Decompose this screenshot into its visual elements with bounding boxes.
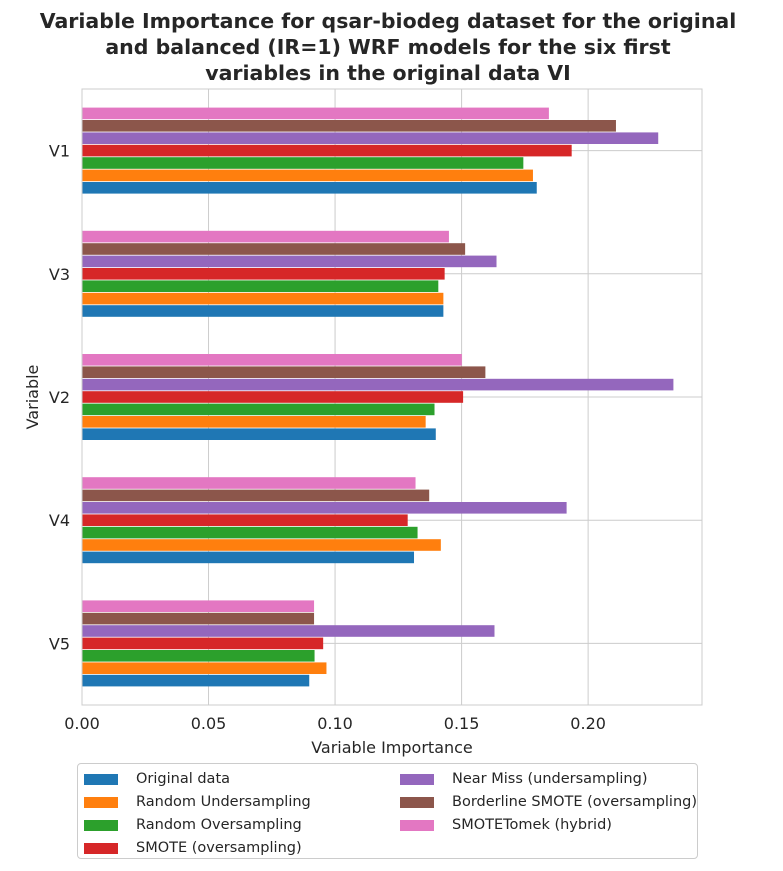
legend-label: SMOTE (oversampling) xyxy=(136,840,302,856)
x-axis-label: Variable Importance xyxy=(311,738,473,757)
bar-v3-series-1 xyxy=(82,292,444,305)
bar-v3-series-6 xyxy=(82,230,449,243)
bar-v3-series-3 xyxy=(82,268,445,280)
bar-v1-series-6 xyxy=(82,107,549,120)
plot-frame xyxy=(81,88,703,706)
bar-v5-series-6 xyxy=(82,600,315,612)
legend-item: SMOTE (oversampling) xyxy=(84,838,302,858)
x-tick-label: 0.15 xyxy=(444,714,480,733)
bar-v1-series-0 xyxy=(82,182,537,194)
legend-swatch xyxy=(400,773,434,785)
x-tick-label: 0.10 xyxy=(317,714,353,733)
legend-item: SMOTETomek (hybrid) xyxy=(400,815,612,835)
bar-v4-series-0 xyxy=(82,551,415,564)
legend-swatch xyxy=(84,796,118,808)
legend-item: Borderline SMOTE (oversampling) xyxy=(400,792,697,812)
y-tick-label: V1 xyxy=(49,142,70,161)
y-tick-label: V4 xyxy=(49,511,70,530)
y-tick-label: V3 xyxy=(49,265,70,284)
bar-v1-series-5 xyxy=(82,120,616,132)
y-tick-labels: V1 V3 V2 V4 V5 xyxy=(49,142,70,654)
bar-v2-series-6 xyxy=(82,354,462,366)
x-tick-labels: 0.00 0.05 0.10 0.15 0.20 xyxy=(64,714,606,733)
bar-v2-series-1 xyxy=(82,416,426,428)
bar-v4-series-5 xyxy=(82,489,430,502)
chart-title: Variable Importance for qsar-biodeg data… xyxy=(40,9,737,85)
legend-label: Random Undersampling xyxy=(136,794,311,810)
bar-v5-series-2 xyxy=(82,650,315,662)
bar-v3-series-0 xyxy=(82,305,444,317)
bar-v5-series-3 xyxy=(82,637,324,650)
legend-swatch xyxy=(400,819,434,831)
legend-swatch xyxy=(400,796,434,808)
legend-label: Random Oversampling xyxy=(136,817,302,833)
legend-item: Random Oversampling xyxy=(84,815,302,835)
bar-v5-series-0 xyxy=(82,674,310,687)
bar-v2-series-2 xyxy=(82,403,435,416)
bar-v2-series-5 xyxy=(82,366,486,378)
bar-v4-series-2 xyxy=(82,526,418,539)
legend-item: Original data xyxy=(84,769,230,789)
y-axis-label: Variable xyxy=(23,365,42,430)
chart-title-line-1: Variable Importance for qsar-biodeg data… xyxy=(40,9,737,33)
legend-swatch xyxy=(84,773,118,785)
bar-v2-series-4 xyxy=(82,378,674,391)
bar-v5-series-1 xyxy=(82,662,327,674)
bar-v2-series-0 xyxy=(82,428,436,440)
bar-v3-series-4 xyxy=(82,255,497,268)
bar-v4-series-4 xyxy=(82,502,567,514)
bar-v4-series-3 xyxy=(82,514,408,526)
bar-v3-series-5 xyxy=(82,243,466,255)
legend-swatch xyxy=(84,842,118,854)
legend-item: Near Miss (undersampling) xyxy=(400,769,647,789)
x-tick-label: 0.00 xyxy=(64,714,100,733)
legend-label: SMOTETomek (hybrid) xyxy=(452,817,612,833)
chart-title-line-2: and balanced (IR=1) WRF models for the s… xyxy=(105,35,671,59)
bar-v5-series-5 xyxy=(82,612,315,625)
bars xyxy=(82,107,674,687)
bar-v4-series-6 xyxy=(82,477,416,489)
bar-v1-series-4 xyxy=(82,132,659,144)
bar-v1-series-1 xyxy=(82,169,533,182)
legend-item: Random Undersampling xyxy=(84,792,311,812)
legend: Original data Random Undersampling Random … xyxy=(77,763,698,859)
bar-v1-series-3 xyxy=(82,144,572,157)
bar-v1-series-2 xyxy=(82,157,524,169)
legend-swatch xyxy=(84,819,118,831)
bar-v3-series-2 xyxy=(82,280,439,292)
chart: Variable Importance for qsar-biodeg data… xyxy=(23,9,737,757)
bar-v2-series-3 xyxy=(82,391,464,403)
legend-label: Borderline SMOTE (oversampling) xyxy=(452,794,698,810)
bar-v5-series-4 xyxy=(82,625,495,637)
legend-label: Original data xyxy=(136,771,231,787)
legend-label: Near Miss (undersampling) xyxy=(452,771,648,787)
bar-v4-series-1 xyxy=(82,539,441,551)
x-tick-label: 0.05 xyxy=(191,714,227,733)
chart-title-line-3: variables in the original data VI xyxy=(205,61,571,85)
x-tick-label: 0.20 xyxy=(570,714,606,733)
y-tick-label: V2 xyxy=(49,388,70,407)
y-tick-label: V5 xyxy=(49,634,70,653)
